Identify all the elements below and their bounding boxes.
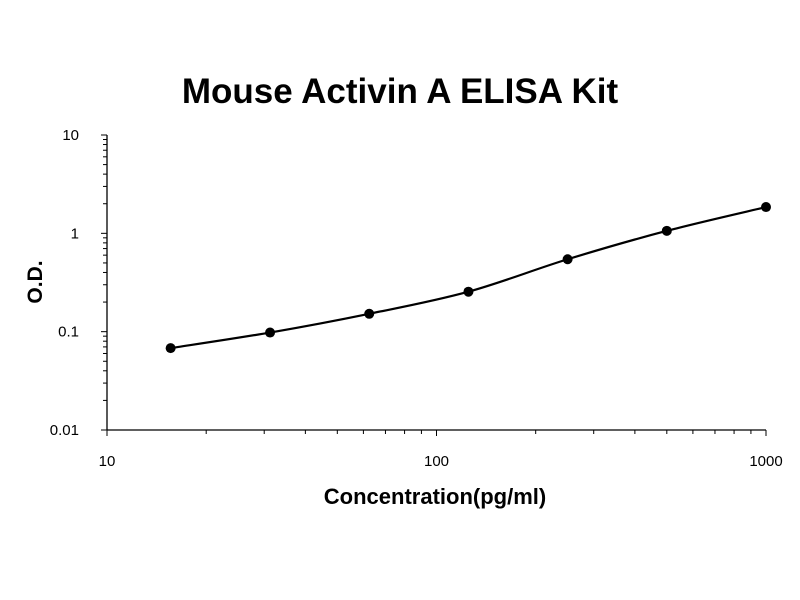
data-point	[661, 225, 672, 236]
y-tick-label: 1	[71, 225, 79, 242]
y-tick-label: 10	[62, 127, 79, 144]
fit-curve	[170, 205, 767, 350]
y-tick-label: 0.01	[50, 422, 79, 439]
data-point	[265, 327, 276, 338]
data-point	[165, 343, 176, 354]
chart-title: Mouse Activin A ELISA Kit	[181, 72, 619, 111]
data-point	[364, 308, 375, 319]
data-point	[562, 254, 573, 265]
x-axis-label: Concentration(pg/ml)	[323, 484, 547, 509]
x-tick-label: 10	[99, 453, 116, 470]
data-point	[463, 286, 474, 297]
data-point	[761, 202, 771, 213]
y-tick-label: 0.1	[58, 324, 79, 341]
x-tick-label: 1000	[749, 453, 782, 470]
x-tick-label: 100	[424, 453, 449, 470]
